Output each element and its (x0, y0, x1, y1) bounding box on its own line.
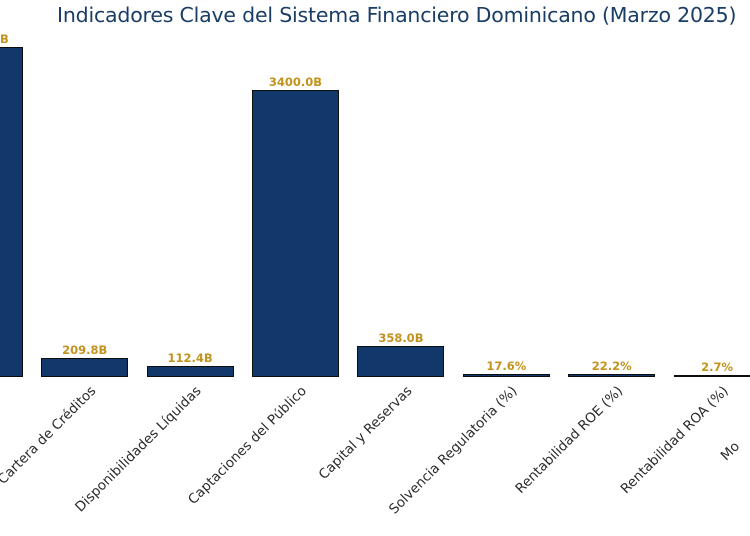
bar (568, 373, 656, 377)
x-tick-label: Mo (717, 438, 744, 464)
bar-value-label: 358.0B (378, 330, 424, 345)
bar-value-label: 3400.0B (268, 74, 323, 89)
chart-title: Indicadores Clave del Sistema Financiero… (57, 3, 737, 27)
x-tick-label: Captaciones del Público (184, 383, 310, 508)
bar-value-label: 209.8B (62, 343, 108, 358)
bar (41, 358, 129, 377)
bar (252, 89, 339, 377)
bar-value-label: 17.6% (486, 359, 527, 374)
bar (146, 366, 234, 377)
bar (462, 374, 550, 377)
x-tick-label: Cartera de Créditos (0, 383, 100, 488)
bar-value-label: 22.2% (591, 358, 632, 373)
x-tick-label: Rentabilidad ROE (%) (512, 383, 627, 497)
bar (0, 47, 23, 377)
bar-value-label: 112.4B (167, 351, 213, 366)
bar-value-label: 2.7% (701, 359, 734, 374)
x-tick-label: Rentabilidad ROA (%) (617, 383, 732, 498)
bar (673, 374, 750, 377)
bar-value-label: B (0, 32, 9, 47)
bar (357, 345, 445, 377)
x-tick-label: Capital y Reservas (315, 383, 416, 483)
